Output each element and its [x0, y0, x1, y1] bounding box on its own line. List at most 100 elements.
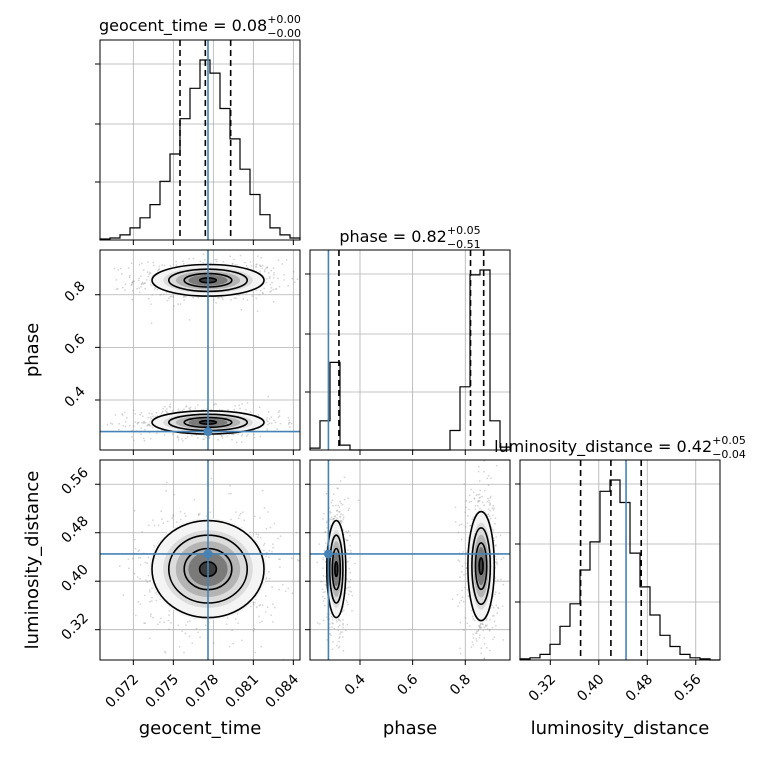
sample-point — [232, 642, 235, 645]
sample-point — [458, 601, 461, 604]
sample-point — [484, 624, 487, 627]
sample-point — [322, 558, 325, 561]
sample-point — [137, 421, 140, 424]
contours-phase-luminosity_distance — [325, 510, 496, 622]
sample-point — [266, 511, 269, 513]
sample-point — [483, 626, 486, 629]
sample-point — [240, 308, 243, 311]
sample-point — [156, 288, 159, 291]
sample-point — [488, 499, 490, 502]
density-layer — [149, 263, 495, 624]
sample-point — [337, 626, 340, 628]
sample-point — [130, 284, 133, 286]
sample-point — [146, 581, 149, 583]
sample-point — [467, 595, 470, 597]
sample-point — [261, 267, 264, 270]
sample-point — [298, 559, 300, 562]
contour-line-3 — [334, 560, 339, 578]
sample-point — [272, 543, 274, 545]
sample-point — [473, 497, 476, 500]
sample-point — [345, 530, 347, 533]
sample-point — [269, 283, 272, 286]
sample-point — [140, 411, 143, 414]
x-tick-label: 0.8 — [447, 672, 474, 699]
sample-point — [318, 543, 321, 545]
sample-point — [232, 433, 235, 436]
sample-point — [128, 276, 131, 279]
sample-point — [259, 265, 262, 268]
sample-point — [231, 263, 234, 266]
sample-point — [486, 628, 489, 630]
sample-point — [329, 512, 332, 514]
sample-point — [468, 494, 471, 497]
sample-point — [278, 409, 281, 412]
sample-point — [325, 521, 328, 524]
sample-point — [338, 619, 340, 621]
sample-point — [492, 504, 495, 507]
sample-point — [472, 633, 474, 636]
sample-point — [166, 520, 169, 523]
sample-point — [273, 522, 276, 525]
sample-point — [138, 263, 141, 266]
sample-point — [477, 470, 480, 473]
sample-point — [127, 267, 130, 269]
sample-point — [349, 586, 351, 588]
sample-point — [342, 516, 345, 519]
histogram-luminosity_distance — [519, 479, 720, 661]
sample-point — [259, 517, 261, 519]
sample-point — [256, 255, 259, 258]
sample-point — [149, 615, 152, 618]
sample-point — [341, 636, 344, 638]
sample-point — [461, 596, 464, 599]
sample-point — [479, 626, 481, 629]
truth-point — [323, 549, 333, 559]
sample-point — [459, 647, 461, 650]
sample-point — [155, 599, 158, 602]
sample-point — [199, 260, 202, 263]
sample-point — [283, 274, 285, 276]
sample-point — [186, 621, 189, 623]
sample-point — [331, 626, 333, 628]
sample-point — [145, 579, 147, 582]
sample-point — [158, 268, 161, 270]
sample-point — [336, 621, 338, 623]
sample-point — [332, 518, 335, 520]
sample-point — [335, 504, 337, 507]
sample-point — [481, 501, 484, 504]
sample-point — [247, 433, 249, 436]
sample-point — [216, 258, 218, 261]
sample-point — [261, 604, 264, 607]
sample-point — [124, 425, 127, 428]
sample-point — [337, 504, 340, 507]
sample-point — [149, 416, 152, 418]
sample-point — [140, 283, 143, 286]
sample-point — [131, 281, 134, 284]
sample-point — [209, 511, 212, 514]
sample-point — [139, 603, 142, 606]
contour-line-0 — [325, 519, 347, 619]
sample-point — [493, 615, 495, 617]
sample-point — [260, 256, 262, 259]
sample-point — [474, 505, 477, 507]
sample-point — [491, 528, 494, 531]
sample-point — [177, 408, 180, 411]
sample-point — [253, 433, 256, 436]
sample-point — [185, 437, 187, 440]
sample-point — [486, 500, 489, 503]
sample-point — [489, 690, 491, 692]
sample-point — [331, 518, 333, 521]
sample-point — [152, 616, 154, 619]
sample-point — [270, 269, 273, 272]
y-tick-label: 0.32 — [58, 610, 91, 643]
sample-point — [457, 559, 460, 561]
sample-point — [346, 561, 348, 563]
sample-point — [127, 567, 130, 570]
sample-point — [142, 421, 145, 423]
sample-point — [332, 622, 335, 625]
sample-point — [239, 407, 242, 410]
sample-point — [270, 416, 273, 419]
sample-point — [342, 514, 344, 516]
sample-point — [118, 422, 121, 425]
sample-point — [143, 439, 146, 442]
sample-point — [344, 629, 347, 632]
